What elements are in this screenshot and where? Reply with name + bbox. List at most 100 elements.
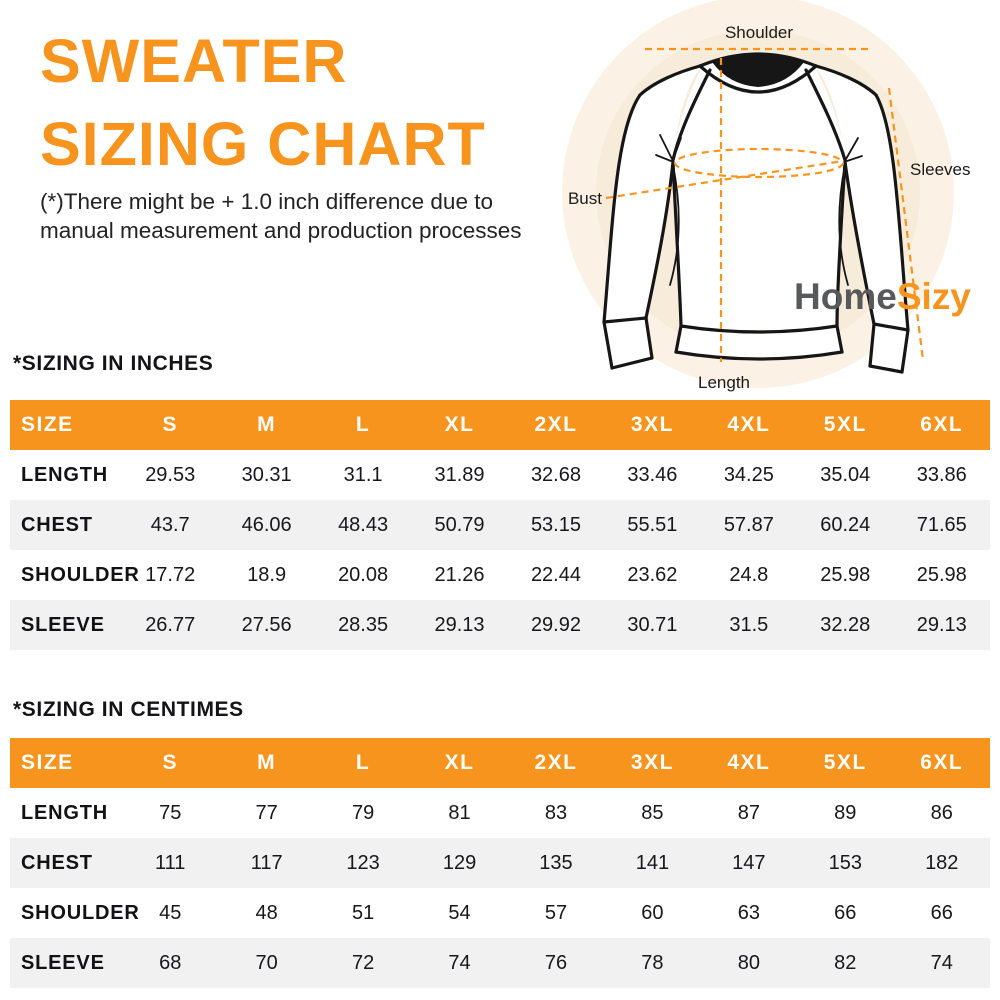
size-value-cell: 80 bbox=[737, 951, 760, 974]
column-header: 2XL bbox=[507, 400, 605, 450]
size-value-cell: 72 bbox=[351, 951, 375, 974]
size-value-cell: 31.89 bbox=[434, 463, 485, 486]
size-value-cell: 53.15 bbox=[530, 513, 581, 536]
centimeters-table-header: SIZE S M L XL 2XL 3XL 4XL 5XL 6XL bbox=[10, 738, 990, 788]
size-value-cell: 60.24 bbox=[820, 513, 871, 536]
inches-table-header: SIZE S M L XL 2XL 3XL 4XL 5XL 6XL bbox=[10, 400, 990, 450]
size-value-cell: 31.1 bbox=[343, 463, 383, 486]
size-value-cell: 141 bbox=[635, 851, 670, 874]
inches-table-body: LENGTH 29.53 30.31 31.1 31.89 32.68 33.46 34.25… bbox=[10, 450, 990, 650]
brand-logo-home: Home bbox=[794, 276, 897, 317]
size-value-cell: 81 bbox=[448, 801, 471, 824]
size-value-cell: 28.35 bbox=[338, 613, 389, 636]
column-header: 5XL bbox=[797, 738, 894, 788]
shoulder-label: Shoulder bbox=[725, 23, 793, 42]
column-header: 4XL bbox=[700, 400, 798, 450]
size-value-cell: 30.71 bbox=[627, 613, 678, 636]
size-value-cell: 75 bbox=[159, 801, 182, 824]
row-label: SHOULDER bbox=[21, 563, 140, 586]
table-row: SLEEVE 68 70 72 74 76 78 80 82 74 bbox=[10, 938, 990, 988]
collar-opening bbox=[712, 54, 804, 87]
size-value-cell: 29.53 bbox=[145, 463, 196, 486]
size-value-cell: 89 bbox=[834, 801, 857, 824]
bust-label: Bust bbox=[568, 189, 602, 208]
size-value-cell: 74 bbox=[448, 951, 471, 974]
table-row: SLEEVE 26.77 27.56 28.35 29.13 29.92 30.71 31.5… bbox=[10, 600, 990, 650]
column-header: SIZE bbox=[10, 738, 122, 788]
table-row: SHOULDER 45 48 51 54 57 60 63 66 66 bbox=[10, 888, 990, 938]
table-row: LENGTH 75 77 79 81 83 85 87 89 86 bbox=[10, 788, 990, 838]
size-value-cell: 55.51 bbox=[627, 513, 678, 536]
column-header: 4XL bbox=[700, 738, 798, 788]
size-value-cell: 24.8 bbox=[729, 563, 769, 586]
size-value-cell: 50.79 bbox=[434, 513, 485, 536]
size-value-cell: 46.06 bbox=[241, 513, 292, 536]
size-value-cell: 123 bbox=[346, 851, 380, 874]
sleeve-measure-line bbox=[887, 87, 925, 361]
column-header: 5XL bbox=[797, 400, 894, 450]
size-value-cell: 48.43 bbox=[338, 513, 389, 536]
column-header: 6XL bbox=[893, 400, 990, 450]
size-value-cell: 76 bbox=[544, 951, 568, 974]
inches-size-table: SIZE S M L XL 2XL 3XL 4XL 5XL 6XL LENGTH 29.53 30.3… bbox=[10, 400, 990, 650]
sweater-fill bbox=[604, 53, 908, 372]
size-value-cell: 51 bbox=[351, 901, 375, 924]
row-label: CHEST bbox=[21, 851, 93, 874]
size-value-cell: 17.72 bbox=[145, 563, 196, 586]
brand-logo-sizy: Sizy bbox=[897, 276, 971, 317]
size-value-cell: 31.5 bbox=[729, 613, 769, 636]
size-value-cell: 70 bbox=[255, 951, 278, 974]
column-header: M bbox=[218, 400, 315, 450]
page-title-line2: SIZING CHART bbox=[40, 109, 486, 178]
column-header: S bbox=[122, 738, 219, 788]
size-value-cell: 29.13 bbox=[434, 613, 485, 636]
size-value-cell: 79 bbox=[351, 801, 375, 824]
size-value-cell: 182 bbox=[925, 851, 959, 874]
size-value-cell: 29.92 bbox=[530, 613, 581, 636]
column-header: 3XL bbox=[604, 400, 701, 450]
page-title: SWEATER SIZING CHART bbox=[40, 20, 486, 186]
table-row: CHEST 43.7 46.06 48.43 50.79 53.15 55.51 57.87 6… bbox=[10, 500, 990, 550]
row-label: CHEST bbox=[21, 513, 93, 536]
size-value-cell: 77 bbox=[255, 801, 278, 824]
length-label: Length bbox=[698, 373, 750, 392]
size-value-cell: 147 bbox=[732, 851, 766, 874]
table-row: CHEST 111 117 123 129 135 141 147 153 182 bbox=[10, 838, 990, 888]
column-header: 2XL bbox=[507, 738, 605, 788]
size-value-cell: 60 bbox=[641, 901, 664, 924]
column-header: SIZE bbox=[10, 400, 122, 450]
row-label: SHOULDER bbox=[21, 901, 140, 924]
table-row: LENGTH 29.53 30.31 31.1 31.89 32.68 33.46 34.25… bbox=[10, 450, 990, 500]
size-value-cell: 45 bbox=[159, 901, 182, 924]
size-value-cell: 82 bbox=[834, 951, 857, 974]
size-value-cell: 25.98 bbox=[820, 563, 871, 586]
size-value-cell: 78 bbox=[641, 951, 664, 974]
size-value-cell: 87 bbox=[737, 801, 760, 824]
centimeters-section-title: *SIZING IN CENTIMES bbox=[13, 698, 244, 721]
column-header: 3XL bbox=[604, 738, 701, 788]
disclaimer-text: (*)There might be + 1.0 inch difference … bbox=[40, 188, 522, 246]
size-value-cell: 54 bbox=[448, 901, 471, 924]
size-value-cell: 32.28 bbox=[820, 613, 871, 636]
size-value-cell: 111 bbox=[155, 851, 186, 874]
centimeters-table-body: LENGTH 75 77 79 81 83 85 87 89 86 CHEST 111 117 123 12… bbox=[10, 788, 990, 988]
size-value-cell: 135 bbox=[539, 851, 573, 874]
centimeters-size-table: SIZE S M L XL 2XL 3XL 4XL 5XL 6XL LENGTH 75 77 79 81 8… bbox=[10, 738, 990, 988]
size-value-cell: 18.9 bbox=[247, 563, 287, 586]
size-value-cell: 22.44 bbox=[530, 563, 581, 586]
size-value-cell: 48 bbox=[255, 901, 278, 924]
table-row: SHOULDER 17.72 18.9 20.08 21.26 22.44 23.62 24.… bbox=[10, 550, 990, 600]
size-value-cell: 32.68 bbox=[530, 463, 581, 486]
bust-pointer-line bbox=[605, 159, 844, 200]
size-value-cell: 25.98 bbox=[916, 563, 967, 586]
row-label: LENGTH bbox=[21, 801, 109, 824]
size-value-cell: 33.86 bbox=[916, 463, 967, 486]
size-value-cell: 34.25 bbox=[723, 463, 774, 486]
size-value-cell: 74 bbox=[930, 951, 953, 974]
column-header: 6XL bbox=[893, 738, 990, 788]
row-label: SLEEVE bbox=[21, 951, 105, 974]
column-header: M bbox=[218, 738, 315, 788]
column-header: L bbox=[314, 738, 412, 788]
inches-section: *SIZING IN INCHES SIZE S M L XL 2XL 3XL 4XL 5XL 6… bbox=[0, 352, 1000, 650]
